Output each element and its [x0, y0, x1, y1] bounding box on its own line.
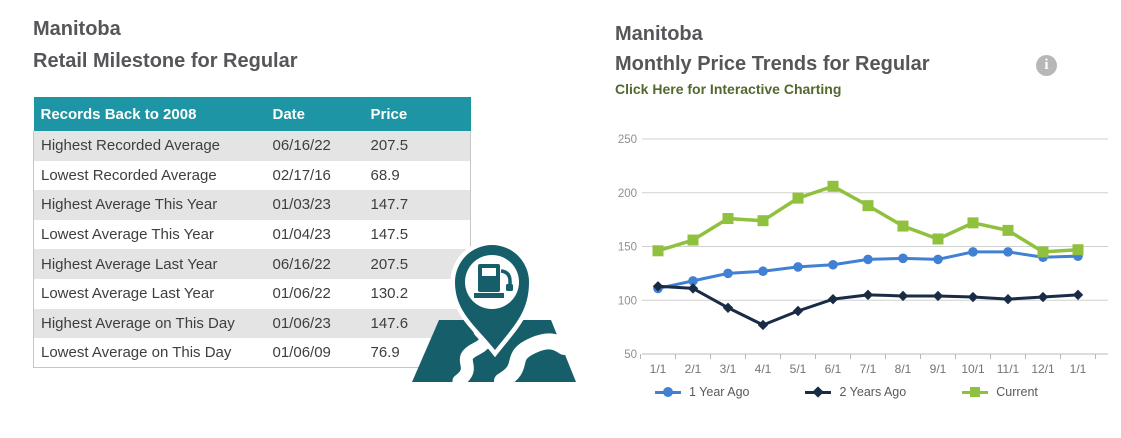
svg-text:3/1: 3/1 [720, 362, 737, 376]
svg-text:250: 250 [618, 134, 637, 146]
series-current [652, 180, 1084, 258]
legend-label: Current [996, 385, 1038, 399]
milestone-date-cell: 01/04/23 [272, 226, 331, 244]
legend-item-1-year-ago[interactable]: 1 Year Ago [655, 385, 749, 399]
chart-legend: 1 Year Ago 2 Years Ago Current [615, 385, 1110, 399]
trends-region-title: Manitoba [615, 23, 703, 45]
table-header-cell: Price [363, 97, 471, 131]
interactive-charting-link[interactable]: Click Here for Interactive Charting [615, 81, 842, 97]
milestones-title: Retail Milestone for Regular [33, 50, 298, 72]
svg-text:200: 200 [618, 188, 637, 200]
square-marker-icon [962, 386, 989, 398]
milestone-label-cell: Highest Average This Year [33, 190, 266, 220]
table-row: Highest Average on This Day 01/06/23 147.6 [33, 308, 471, 339]
table-row: Lowest Average This Year 01/04/23 147.5 [33, 219, 471, 250]
milestone-label-cell: Lowest Average on This Day [33, 338, 266, 369]
milestone-price-cell: 147.5 [363, 219, 471, 250]
svg-text:8/1: 8/1 [895, 362, 912, 376]
trends-title: Monthly Price Trends for Regular [615, 53, 930, 75]
svg-text:12/1: 12/1 [1031, 362, 1055, 376]
table-row: Highest Average This Year 01/03/23 147.7 [33, 190, 471, 220]
legend-item-current[interactable]: Current [962, 385, 1038, 399]
table-header-row: Records Back to 2008 Date Price [33, 97, 471, 131]
svg-text:2/1: 2/1 [685, 362, 702, 376]
table-row: Highest Recorded Average 06/16/22 207.5 [33, 131, 471, 161]
gas-pump-icon [474, 264, 513, 298]
milestone-label-cell: Highest Recorded Average [33, 131, 266, 161]
svg-text:7/1: 7/1 [860, 362, 877, 376]
milestone-label-cell: Lowest Average Last Year [33, 278, 266, 309]
svg-text:1/1: 1/1 [1070, 362, 1087, 376]
svg-text:5/1: 5/1 [790, 362, 807, 376]
diamond-marker-icon [805, 386, 832, 398]
milestone-label-cell: Lowest Average This Year [33, 219, 266, 250]
svg-text:4/1: 4/1 [755, 362, 772, 376]
table-row: Highest Average Last Year 06/16/22 207.5 [33, 249, 471, 279]
svg-text:6/1: 6/1 [825, 362, 842, 376]
milestone-label-cell: Highest Average on This Day [33, 308, 266, 339]
milestone-label-cell: Lowest Recorded Average [33, 160, 266, 191]
milestone-date-cell: 01/06/22 [272, 285, 331, 303]
milestone-price-cell: 130.2 [363, 278, 471, 309]
milestones-region-title: Manitoba [33, 18, 121, 40]
milestone-date-cell: 02/17/16 [272, 166, 331, 184]
milestone-price-cell: 68.9 [363, 160, 471, 191]
svg-text:1/1: 1/1 [650, 362, 667, 376]
road-right [494, 333, 572, 389]
circle-marker-icon [655, 386, 681, 398]
milestone-date-cell: 01/06/09 [265, 338, 364, 369]
svg-text:150: 150 [618, 242, 637, 254]
svg-text:11/1: 11/1 [997, 362, 1020, 376]
svg-text:9/1: 9/1 [930, 362, 947, 376]
milestone-date-cell: 06/16/22 [272, 137, 331, 155]
milestone-date-cell: 01/06/23 [272, 314, 331, 332]
price-trend-chart: 50 100 150 200 250 1/1 2/1 3/1 4/1 5/1 6/1 7/1 8/1 9/… [618, 134, 1108, 376]
chart-grid: 50 100 150 200 250 1/1 2/1 3/1 4/1 5/1 6/1 7/1 8/1 9/… [618, 134, 1108, 376]
legend-label: 2 Years Ago [839, 385, 907, 399]
milestone-label-cell: Highest Average Last Year [33, 249, 266, 279]
milestone-price-cell: 207.5 [363, 249, 471, 279]
milestone-date-cell: 06/16/22 [272, 255, 331, 273]
svg-text:10/1: 10/1 [961, 362, 985, 376]
series-2-years-ago [652, 281, 1084, 331]
gas-pump-map-pin-icon [412, 240, 576, 389]
svg-text:50: 50 [624, 349, 637, 361]
table-row: Lowest Average on This Day 01/06/09 76.9 [33, 338, 471, 369]
table-header-cell: Records Back to 2008 [33, 97, 266, 131]
table-row: Lowest Recorded Average 02/17/16 68.9 [33, 160, 471, 191]
table-row: Lowest Average Last Year 01/06/22 130.2 [33, 278, 471, 309]
milestones-table: Records Back to 2008 Date Price Highest Re… [33, 97, 471, 369]
legend-label: 1 Year Ago [689, 385, 750, 399]
info-icon[interactable] [1036, 55, 1057, 76]
series-1-year-ago [653, 247, 1083, 294]
milestone-price-cell: 147.7 [363, 190, 471, 220]
milestone-date-cell: 01/03/23 [272, 196, 331, 214]
milestone-price-cell: 207.5 [363, 131, 471, 161]
legend-item-2-years-ago[interactable]: 2 Years Ago [805, 385, 906, 399]
svg-text:100: 100 [618, 295, 637, 307]
table-header-cell: Date [265, 97, 364, 131]
